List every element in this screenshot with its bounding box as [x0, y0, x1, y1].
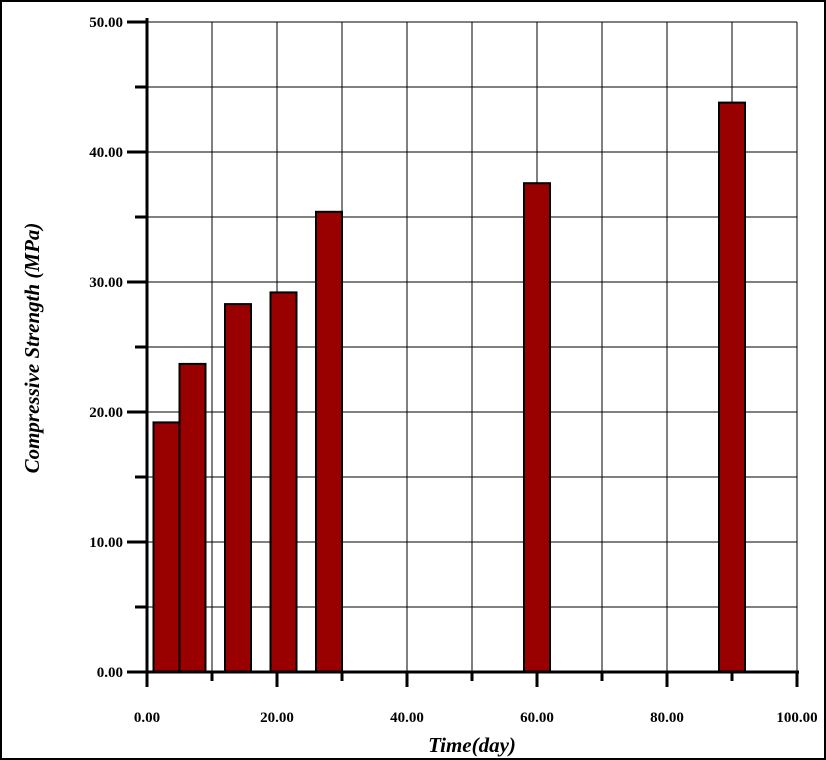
y-tick-label: 0.00	[97, 665, 123, 681]
x-tick-label: 100.00	[776, 710, 817, 726]
x-tick-label: 80.00	[650, 710, 684, 726]
bar	[315, 210, 343, 674]
x-tick-label: 60.00	[520, 710, 554, 726]
y-tick-label: 50.00	[89, 15, 123, 31]
x-tick-labels: 0.00 20.00 40.00 60.00 80.00 100.00	[134, 710, 818, 726]
bar	[178, 362, 207, 673]
bar	[269, 291, 298, 673]
axes	[127, 18, 799, 687]
bars-group	[152, 101, 746, 674]
y-tick-label: 20.00	[89, 405, 123, 421]
x-axis-title: Time(day)	[428, 733, 516, 757]
x-tick-label: 20.00	[260, 710, 294, 726]
y-tick-label: 10.00	[89, 535, 123, 551]
bar	[523, 182, 551, 673]
x-tick-label: 40.00	[390, 710, 424, 726]
bar	[152, 421, 181, 673]
y-tick-label: 40.00	[89, 145, 123, 161]
y-tick-label: 30.00	[89, 275, 123, 291]
x-tick-label: 0.00	[134, 710, 160, 726]
y-axis-title: Compressive Strength (MPa)	[20, 223, 44, 474]
bar	[718, 101, 746, 674]
bar	[224, 303, 252, 673]
y-tick-labels: 0.00 10.00 20.00 30.00 40.00 50.00	[89, 15, 123, 681]
